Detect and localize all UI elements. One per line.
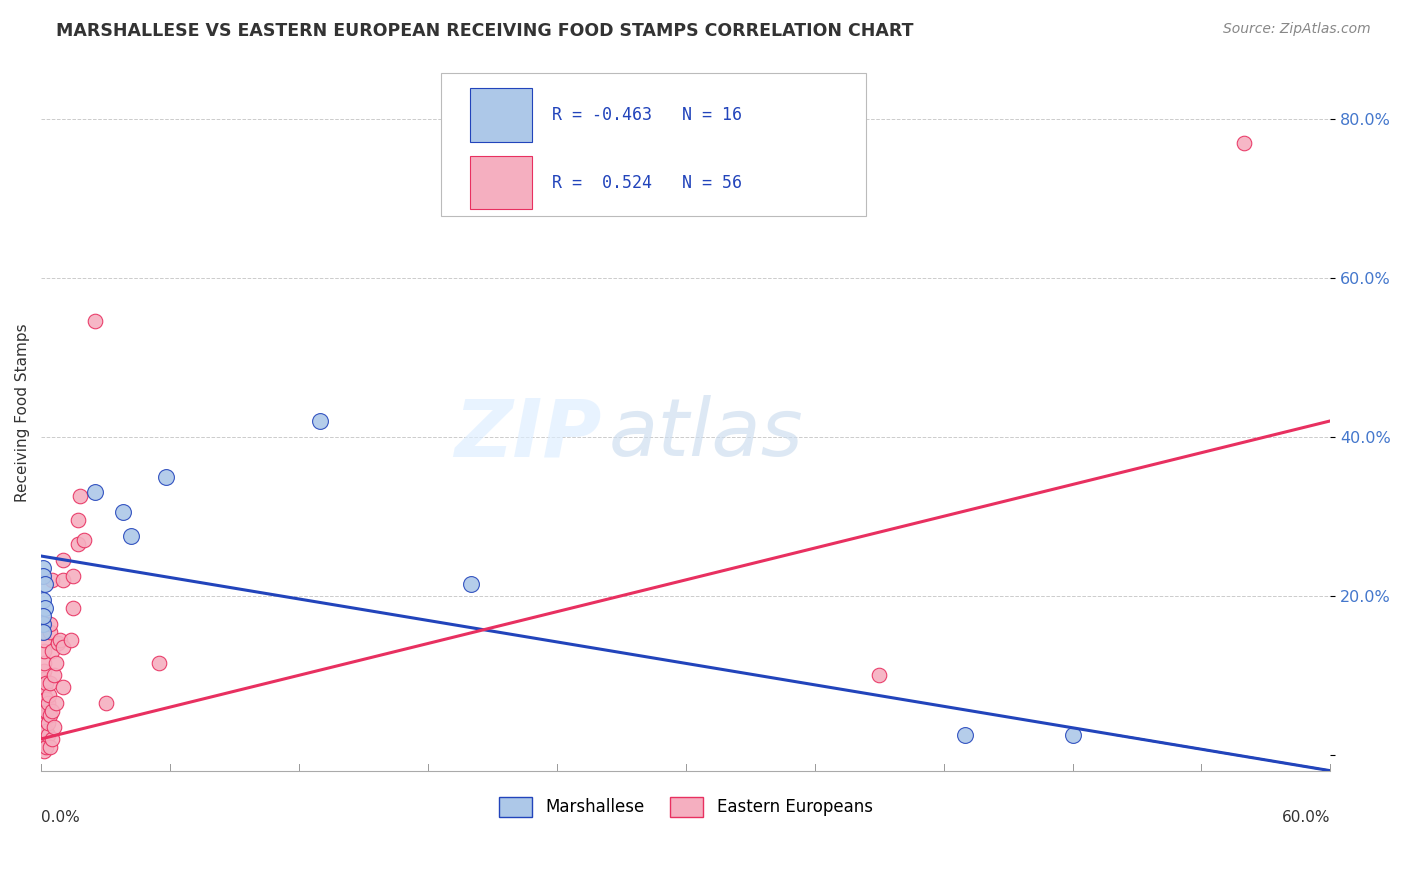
Point — [34, 728, 56, 742]
Text: Source: ZipAtlas.com: Source: ZipAtlas.com — [1223, 22, 1371, 37]
Point — [52, 640, 75, 655]
Point — [1062, 728, 1084, 742]
Y-axis label: Receiving Food Stamps: Receiving Food Stamps — [15, 324, 30, 502]
Point — [460, 577, 482, 591]
Point — [35, 739, 58, 754]
Point — [38, 624, 60, 639]
Point — [309, 414, 332, 428]
Point — [60, 632, 83, 647]
Point — [45, 696, 67, 710]
Point — [34, 704, 56, 718]
Point — [34, 744, 56, 758]
Point — [38, 708, 60, 723]
Point — [34, 577, 56, 591]
Point — [66, 513, 89, 527]
Point — [52, 553, 75, 567]
Point — [32, 569, 55, 583]
Point — [52, 680, 75, 694]
Text: R = -0.463   N = 16: R = -0.463 N = 16 — [551, 105, 742, 124]
Point — [34, 624, 56, 639]
Point — [66, 537, 89, 551]
Point — [34, 600, 56, 615]
Text: MARSHALLESE VS EASTERN EUROPEAN RECEIVING FOOD STAMPS CORRELATION CHART: MARSHALLESE VS EASTERN EUROPEAN RECEIVIN… — [56, 22, 914, 40]
Point — [83, 314, 105, 328]
Point — [32, 592, 55, 607]
Point — [868, 668, 890, 682]
Point — [45, 657, 67, 671]
Point — [41, 573, 63, 587]
Legend: Marshallese, Eastern Europeans: Marshallese, Eastern Europeans — [492, 790, 879, 823]
FancyBboxPatch shape — [471, 87, 533, 142]
Point — [34, 644, 56, 658]
Point — [148, 657, 170, 671]
Point — [52, 573, 75, 587]
Point — [111, 505, 134, 519]
Point — [94, 696, 117, 710]
Point — [1233, 136, 1256, 150]
Point — [34, 680, 56, 694]
Point — [34, 712, 56, 726]
Point — [34, 657, 56, 671]
Point — [62, 569, 84, 583]
Point — [34, 616, 56, 631]
Point — [34, 736, 56, 750]
Point — [34, 720, 56, 734]
Text: R =  0.524   N = 56: R = 0.524 N = 56 — [551, 174, 742, 192]
Point — [32, 561, 55, 575]
Point — [37, 696, 59, 710]
Point — [38, 688, 60, 702]
Point — [35, 676, 58, 690]
Point — [37, 716, 59, 731]
Point — [34, 696, 56, 710]
Text: 0.0%: 0.0% — [41, 810, 80, 825]
Point — [73, 533, 96, 548]
Point — [46, 636, 69, 650]
Point — [35, 704, 58, 718]
Point — [38, 739, 60, 754]
Text: ZIP: ZIP — [454, 395, 602, 474]
Point — [38, 616, 60, 631]
Point — [34, 665, 56, 679]
Point — [62, 600, 84, 615]
Point — [32, 624, 55, 639]
Point — [120, 529, 142, 543]
Point — [41, 644, 63, 658]
Text: atlas: atlas — [609, 395, 803, 474]
Text: 60.0%: 60.0% — [1282, 810, 1330, 825]
Point — [953, 728, 976, 742]
Point — [42, 720, 65, 734]
Point — [83, 485, 105, 500]
Point — [38, 676, 60, 690]
Point — [32, 608, 55, 623]
Point — [49, 632, 72, 647]
Point — [34, 673, 56, 687]
Point — [41, 731, 63, 746]
Point — [35, 723, 58, 738]
Point — [155, 469, 177, 483]
Point — [34, 688, 56, 702]
FancyBboxPatch shape — [441, 73, 866, 216]
Point — [69, 490, 91, 504]
Point — [42, 668, 65, 682]
Point — [41, 704, 63, 718]
Point — [32, 616, 55, 631]
Point — [34, 632, 56, 647]
Point — [35, 692, 58, 706]
Point — [37, 728, 59, 742]
FancyBboxPatch shape — [471, 156, 533, 210]
